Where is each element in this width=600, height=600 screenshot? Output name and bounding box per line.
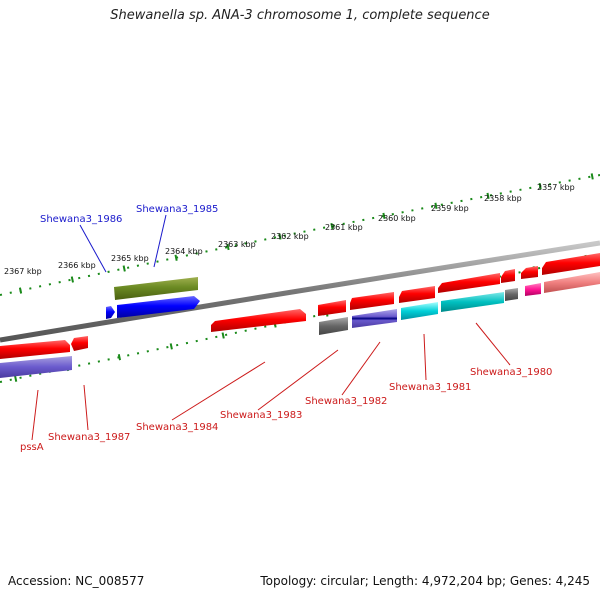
tick-label-2360: 2360 kbp xyxy=(378,214,416,223)
gene-red-f[interactable] xyxy=(542,253,600,275)
leader-1985 xyxy=(153,214,167,268)
label-shewana3-1983[interactable]: Shewana3_1983 xyxy=(220,410,302,421)
gene-red-left[interactable] xyxy=(0,340,70,359)
leader-1983 xyxy=(257,349,339,411)
leader-1987 xyxy=(83,384,89,431)
genome-summary: Topology: circular; Length: 4,972,204 bp… xyxy=(260,574,590,588)
gene-shewana3-1986[interactable] xyxy=(117,296,200,318)
forward-features xyxy=(106,277,200,319)
map-title: Shewanella sp. ANA-3 chromosome 1, compl… xyxy=(110,8,490,23)
gene-pink[interactable] xyxy=(544,272,600,293)
tick-label-2366: 2366 kbp xyxy=(58,261,96,270)
tick-label-2359: 2359 kbp xyxy=(431,204,469,213)
tick-labels: 2357 kbp 2358 kbp 2359 kbp 2360 kbp 2361… xyxy=(4,183,575,276)
label-pssa[interactable]: pssA xyxy=(20,442,44,453)
gene-shewana3-1983[interactable] xyxy=(318,300,346,316)
chromosome-backbone xyxy=(0,240,600,343)
tick-label-2367: 2367 kbp xyxy=(4,267,42,276)
tick-label-2358: 2358 kbp xyxy=(484,194,522,203)
reverse-features xyxy=(0,253,600,378)
label-shewana3-1981[interactable]: Shewana3_1981 xyxy=(389,382,471,393)
gene-magenta[interactable] xyxy=(525,283,541,296)
label-shewana3-1985[interactable]: Shewana3_1985 xyxy=(136,204,218,215)
gene-labels: Shewana3_1986 Shewana3_1985 pssA Shewana… xyxy=(20,204,552,453)
tick-label-2363: 2363 kbp xyxy=(218,240,256,249)
gene-pssa[interactable] xyxy=(0,356,72,378)
gene-gray-small[interactable] xyxy=(505,288,518,301)
gene-red-e[interactable] xyxy=(521,266,538,279)
label-shewana3-1986[interactable]: Shewana3_1986 xyxy=(40,214,122,225)
leader-lines xyxy=(31,214,511,441)
gene-red-c[interactable] xyxy=(438,273,500,293)
gene-red-left-small[interactable] xyxy=(71,336,88,351)
gene-small-blue[interactable] xyxy=(106,306,115,319)
leader-1981 xyxy=(423,333,427,381)
label-shewana3-1982[interactable]: Shewana3_1982 xyxy=(305,396,387,407)
label-shewana3-1980[interactable]: Shewana3_1980 xyxy=(470,367,552,378)
tick-label-2362: 2362 kbp xyxy=(271,232,309,241)
label-shewana3-1987[interactable]: Shewana3_1987 xyxy=(48,432,130,443)
gene-red-a[interactable] xyxy=(350,292,394,310)
tick-label-2365: 2365 kbp xyxy=(111,254,149,263)
gene-cyan[interactable] xyxy=(401,302,438,320)
label-shewana3-1984[interactable]: Shewana3_1984 xyxy=(136,422,218,433)
tick-label-2361: 2361 kbp xyxy=(325,223,363,232)
leader-1980 xyxy=(475,322,511,366)
tick-label-2364: 2364 kbp xyxy=(165,247,203,256)
leader-1982 xyxy=(341,341,381,396)
accession-text: Accession: NC_008577 xyxy=(8,574,145,588)
tick-label-2357: 2357 kbp xyxy=(537,183,575,192)
gene-shewana3-1981[interactable] xyxy=(352,309,397,328)
gene-shewana3-1980[interactable] xyxy=(441,292,504,312)
leader-1986 xyxy=(79,224,107,273)
gene-shewana3-1985[interactable] xyxy=(114,277,198,300)
gene-red-b[interactable] xyxy=(399,286,435,303)
gene-red-d[interactable] xyxy=(501,269,515,283)
leader-1984 xyxy=(171,361,266,421)
gene-shewana3-1984[interactable] xyxy=(211,309,306,332)
leader-pssa xyxy=(31,389,39,441)
gene-shewana3-1982[interactable] xyxy=(319,317,348,335)
